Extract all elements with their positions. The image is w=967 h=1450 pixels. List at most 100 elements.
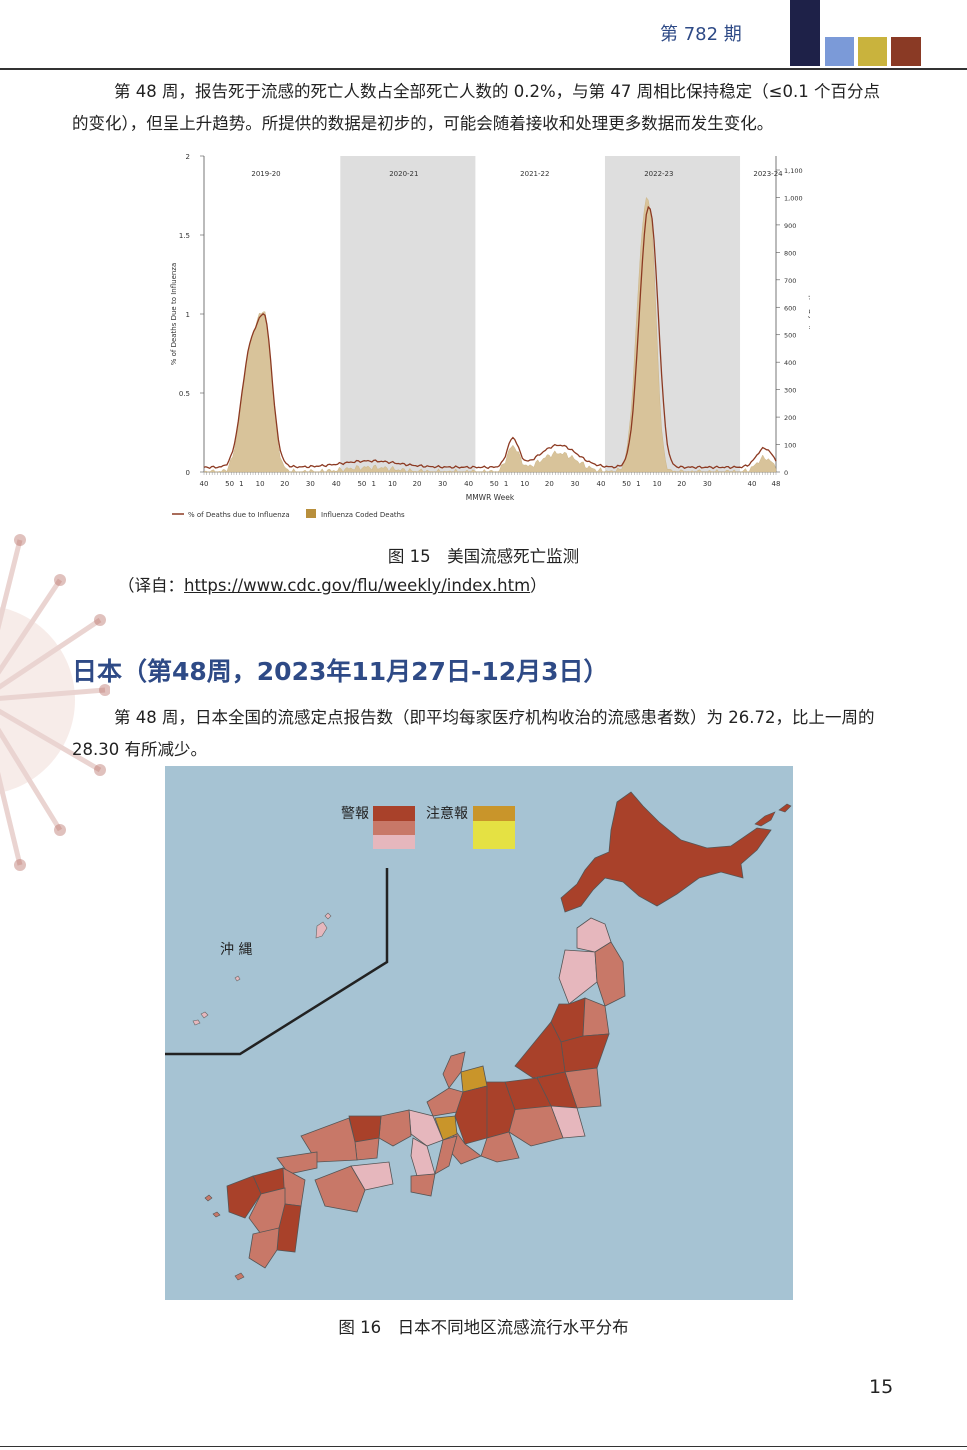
x-tick-label: 50 bbox=[622, 480, 631, 488]
x-tick-label: 1 bbox=[239, 480, 243, 488]
miyazaki bbox=[276, 1203, 302, 1253]
y-right-tick-label: 1,100 bbox=[784, 167, 803, 175]
us-flu-death-chart: 2019-20 2020-21 2021-22 2022-23 2023-24 2 1.5 1… bbox=[170, 153, 810, 519]
x-tick-label: 20 bbox=[677, 480, 686, 488]
header-block-brown bbox=[891, 37, 921, 66]
x-tick-label: 30 bbox=[571, 480, 580, 488]
legend-alert-high bbox=[373, 806, 415, 821]
figure-15-caption: 图 15 美国流感死亡监测 bbox=[387, 547, 580, 566]
x-tick-label: 50 bbox=[225, 480, 234, 488]
x-tick-label: 50 bbox=[490, 480, 499, 488]
x-tick-label: 50 bbox=[357, 480, 366, 488]
shaded-season-2020-21 bbox=[340, 156, 476, 472]
northern-islands bbox=[754, 803, 792, 827]
pct-deaths-line bbox=[203, 205, 777, 470]
x-tick-label: 40 bbox=[748, 480, 757, 488]
saga-nagasaki bbox=[226, 1175, 262, 1219]
y-right-tick-label: 100 bbox=[784, 442, 796, 450]
y-right-tick-label: 0 bbox=[784, 469, 788, 477]
x-tick-label: 1 bbox=[504, 480, 508, 488]
shizuoka bbox=[480, 1131, 520, 1163]
y-left-axis-label: % of Deaths Due to Influenza bbox=[170, 263, 178, 366]
footer-rule bbox=[0, 1446, 967, 1447]
shaded-season-2022-23 bbox=[604, 156, 741, 472]
niigata bbox=[514, 1021, 566, 1079]
y-left-tick-label: 0 bbox=[186, 469, 190, 477]
akita bbox=[558, 949, 598, 1005]
y-left-tick-label: 1.5 bbox=[179, 232, 190, 240]
wakayama bbox=[410, 1173, 436, 1197]
page-number: 15 bbox=[869, 1376, 894, 1398]
x-tick-label: 10 bbox=[520, 480, 529, 488]
x-tick-label: 1 bbox=[371, 480, 375, 488]
y-right-axis-label: # of Deaths bbox=[808, 289, 810, 331]
legend-area-label: Influenza Coded Deaths bbox=[321, 511, 405, 519]
x-tick-label: 20 bbox=[545, 480, 554, 488]
y-right-tick-label: 800 bbox=[784, 249, 796, 257]
source-prefix: （译自： bbox=[118, 576, 184, 595]
y-right-tick-label: 400 bbox=[784, 359, 796, 367]
season-label: 2023-24 bbox=[753, 170, 783, 178]
x-tick-label: 1 bbox=[636, 480, 640, 488]
paragraph-us-deaths-text: 第 48 周，报告死于流感的死亡人数占全部死亡人数的 0.2%，与第 47 周相… bbox=[72, 82, 880, 133]
legend-warning-low bbox=[473, 821, 515, 849]
y-right-tick-label: 200 bbox=[784, 414, 796, 422]
x-tick-label: 20 bbox=[280, 480, 289, 488]
x-tick-label: 10 bbox=[653, 480, 662, 488]
y-right-tick-label: 700 bbox=[784, 277, 796, 285]
x-tick-label: 10 bbox=[388, 480, 397, 488]
header-rule bbox=[0, 68, 967, 70]
paragraph-japan: 第 48 周，日本全国的流感定点报告数（即平均每家医疗机构收治的流感患者数）为 … bbox=[72, 702, 894, 766]
x-tick-label: 48 bbox=[772, 480, 781, 488]
y-right-tick-label: 500 bbox=[784, 332, 796, 340]
season-label: 2021-22 bbox=[520, 170, 549, 178]
mie bbox=[434, 1135, 458, 1175]
season-label: 2022-23 bbox=[644, 170, 673, 178]
x-axis-label: MMWR Week bbox=[466, 493, 515, 502]
okayama bbox=[354, 1137, 380, 1161]
issue-number: 第 782 期 bbox=[660, 24, 742, 45]
paragraph-japan-text: 第 48 周，日本全国的流感定点报告数（即平均每家医疗机构收治的流感患者数）为 … bbox=[72, 708, 875, 759]
y-right-tick-label: 600 bbox=[784, 304, 796, 312]
x-tick-label: 10 bbox=[256, 480, 265, 488]
x-tick-label: 30 bbox=[438, 480, 447, 488]
figure-16-caption: 图 16 日本不同地区流感流行水平分布 bbox=[338, 1318, 629, 1337]
x-tick-label: 40 bbox=[200, 480, 209, 488]
legend-alert-mid bbox=[373, 821, 415, 835]
season-label: 2020-21 bbox=[389, 170, 418, 178]
ehime-kochi bbox=[314, 1165, 366, 1213]
virus-watermark-icon bbox=[0, 534, 110, 871]
figure-15-source: （译自：https://www.cdc.gov/flu/weekly/index… bbox=[118, 572, 547, 596]
japan-flu-map: 警報 注意報 沖 縄 bbox=[165, 766, 793, 1300]
legend-alert-low bbox=[373, 835, 415, 849]
legend-area-swatch bbox=[306, 509, 316, 518]
x-tick-label: 30 bbox=[306, 480, 315, 488]
x-tick-label: 40 bbox=[464, 480, 473, 488]
source-link[interactable]: https://www.cdc.gov/flu/weekly/index.htm bbox=[184, 576, 531, 595]
section-title-japan: 日本（第48周，2023年11月27日-12月3日） bbox=[72, 657, 609, 686]
source-suffix: ） bbox=[530, 576, 547, 595]
header-block-navy bbox=[790, 0, 820, 66]
y-right-tick-label: 900 bbox=[784, 222, 796, 230]
season-label: 2019-20 bbox=[251, 170, 280, 178]
ishikawa bbox=[442, 1051, 466, 1089]
hokkaido bbox=[560, 791, 772, 913]
southern-islands bbox=[204, 1194, 245, 1281]
okinawa-islands bbox=[192, 912, 332, 1026]
gifu bbox=[454, 1085, 488, 1145]
y-right-tick-label: 1,000 bbox=[784, 194, 803, 202]
legend-warning-high bbox=[473, 806, 515, 821]
y-left-tick-label: 2 bbox=[186, 153, 190, 161]
legend-alert-label: 警報 bbox=[341, 806, 369, 822]
y-left-tick-label: 0.5 bbox=[179, 390, 190, 398]
header-block-gold bbox=[858, 37, 887, 66]
legend-warning-label: 注意報 bbox=[426, 805, 468, 822]
x-tick-label: 40 bbox=[596, 480, 605, 488]
kagoshima bbox=[248, 1227, 280, 1269]
x-tick-label: 30 bbox=[703, 480, 712, 488]
paragraph-us-deaths: 第 48 周，报告死于流感的死亡人数占全部死亡人数的 0.2%，与第 47 周相… bbox=[72, 76, 894, 140]
okinawa-label: 沖 縄 bbox=[220, 942, 252, 958]
legend-line-label: % of Deaths due to Influenza bbox=[188, 511, 290, 519]
x-tick-label: 40 bbox=[332, 480, 341, 488]
header-block-blue bbox=[825, 37, 854, 66]
